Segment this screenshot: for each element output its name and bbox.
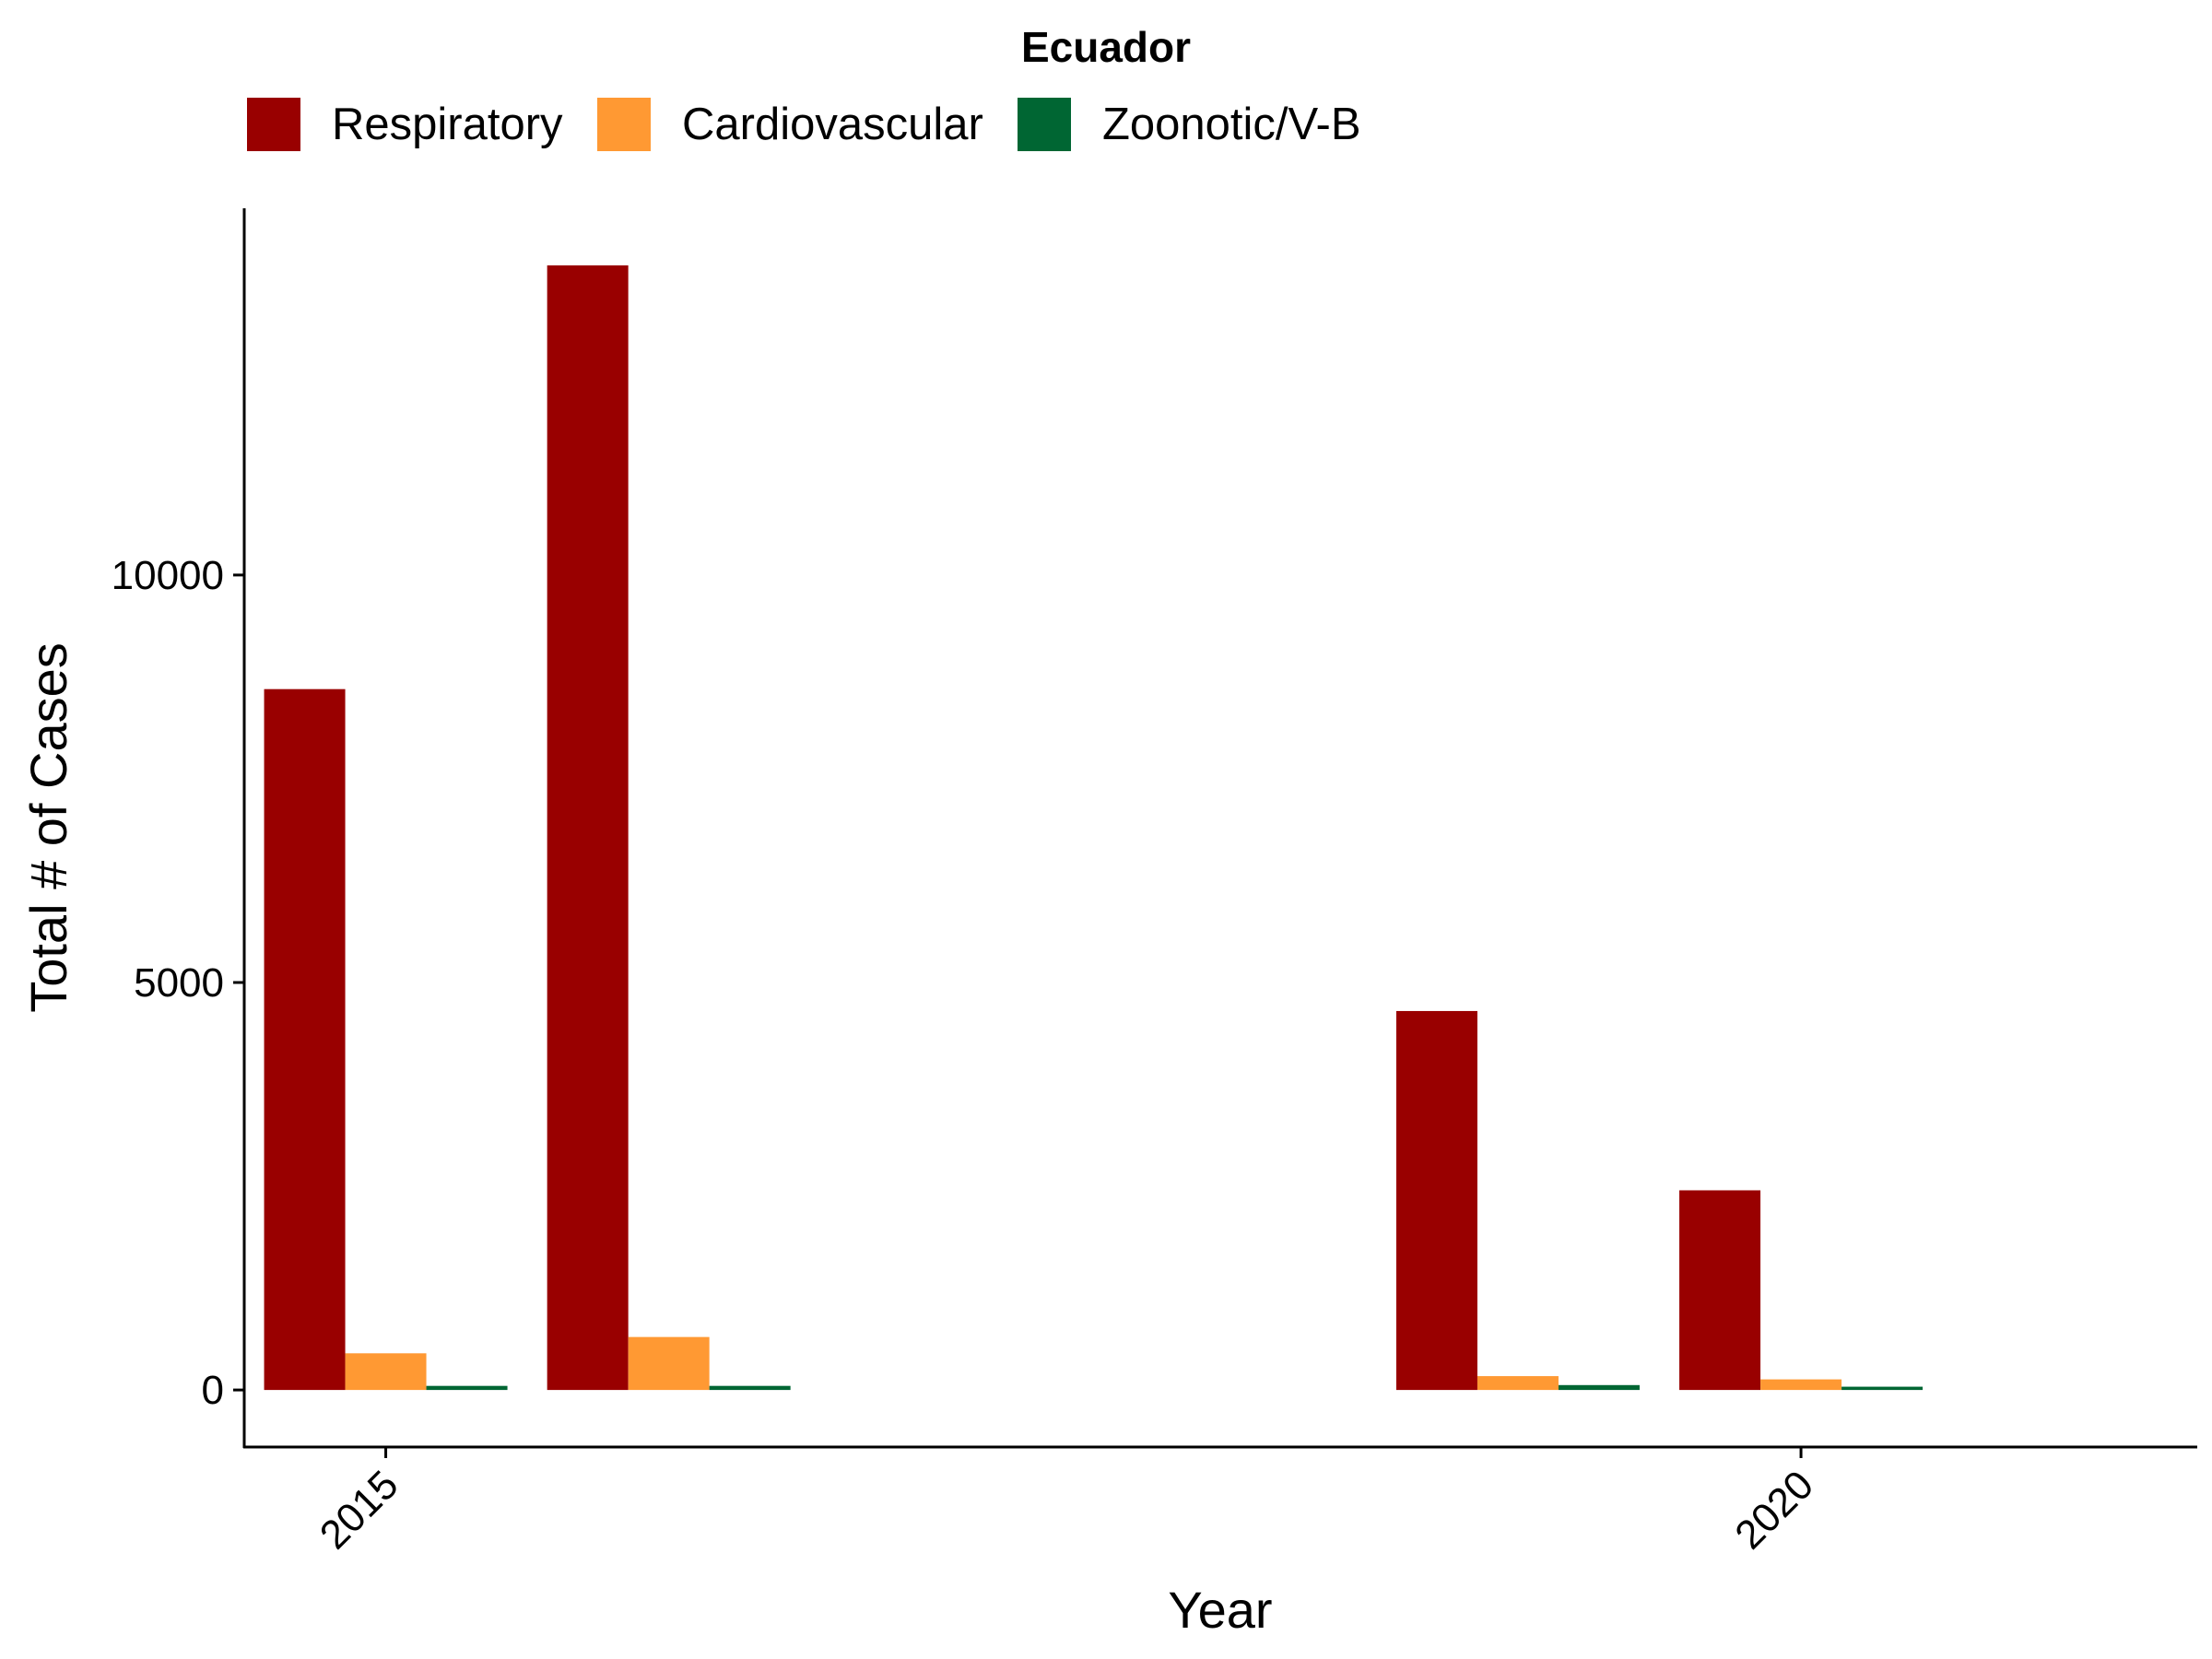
x-tick-label-2015: 2015 xyxy=(312,1462,407,1558)
bar-cardiovascular-2019 xyxy=(1477,1376,1559,1391)
x-tick-label-2020: 2020 xyxy=(1726,1462,1822,1558)
y-axis-title: Total # of Cases xyxy=(19,642,77,1013)
legend-label-zoonotic: Zoonotic/V-B xyxy=(1102,100,1361,149)
legend-title: Ecuador xyxy=(1020,23,1192,71)
bar-respiratory-2020 xyxy=(1679,1190,1761,1391)
bar-zoonotic-v-b-2015 xyxy=(426,1385,508,1391)
legend: Ecuador Respiratory Cardiovascular Zoono… xyxy=(0,0,2212,184)
y-tick-label-0: 0 xyxy=(202,1368,224,1413)
legend-item-respiratory: Respiratory xyxy=(247,98,563,151)
legend-label-respiratory: Respiratory xyxy=(332,100,563,149)
x-axis-title: Year xyxy=(1168,1581,1272,1639)
legend-swatch-cardiovascular xyxy=(597,98,651,151)
bar-cardiovascular-2015 xyxy=(345,1353,427,1391)
legend-item-zoonotic: Zoonotic/V-B xyxy=(1018,98,1361,151)
bar-cardiovascular-2016 xyxy=(628,1336,710,1391)
bars-group xyxy=(264,265,1924,1391)
x-ticks-group: 2015 2020 xyxy=(312,1447,1822,1558)
legend-item-cardiovascular: Cardiovascular xyxy=(597,98,983,151)
y-tick-label-5000: 5000 xyxy=(134,960,224,1006)
legend-label-cardiovascular: Cardiovascular xyxy=(682,100,983,149)
bar-zoonotic-v-b-2019 xyxy=(1558,1384,1640,1391)
bar-respiratory-2015 xyxy=(264,688,346,1391)
bar-zoonotic-v-b-2020 xyxy=(1841,1386,1924,1391)
legend-swatch-zoonotic xyxy=(1018,98,1071,151)
legend-swatch-respiratory xyxy=(247,98,300,151)
bar-zoonotic-v-b-2016 xyxy=(709,1385,791,1391)
bar-respiratory-2019 xyxy=(1395,1010,1477,1391)
y-ticks-group: 0 5000 10000 xyxy=(112,553,244,1413)
bar-respiratory-2016 xyxy=(547,265,629,1391)
bar-cardiovascular-2020 xyxy=(1760,1379,1842,1391)
y-tick-label-10000: 10000 xyxy=(112,553,224,598)
